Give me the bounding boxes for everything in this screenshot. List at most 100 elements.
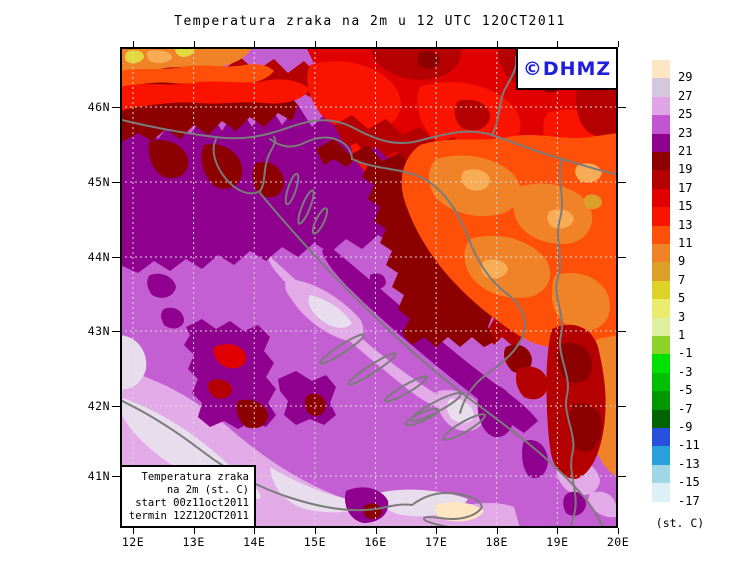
legend-value-label: 17 <box>678 180 693 195</box>
bosnia-goldenrod-speck <box>583 194 602 210</box>
border-east <box>555 158 577 528</box>
lon-label: 19E <box>546 535 569 549</box>
inland-dalmatia-blob <box>477 384 515 438</box>
legend-swatch <box>652 354 670 374</box>
lon-label: 12E <box>121 535 145 549</box>
legend-value-label: 15 <box>678 199 693 214</box>
legend-value-label: 5 <box>678 291 686 306</box>
lat-label: 46N <box>87 100 110 114</box>
legend-value-label: -7 <box>678 401 693 416</box>
legend-value-label: 23 <box>678 125 693 140</box>
legend-value-label: -5 <box>678 383 693 398</box>
legend-swatch <box>652 262 670 282</box>
island-outline-kvarner <box>284 172 300 206</box>
legend-value-label: 9 <box>678 254 686 269</box>
apennine-maroon-core2 <box>305 393 326 416</box>
lon-label: 13E <box>182 535 205 549</box>
lon-tick-bottom <box>618 528 619 534</box>
dhmz-logo-text: ©DHMZ <box>522 57 612 80</box>
lon-label: 14E <box>243 535 266 549</box>
legend-swatch <box>652 152 670 171</box>
legend-unit-label: (st. C) <box>655 516 705 530</box>
lat-tick-right <box>618 331 626 332</box>
legend-swatch <box>652 96 670 116</box>
lon-tick-bottom <box>254 528 256 534</box>
corner-light-orange-patch <box>146 50 172 64</box>
info-line-start: start 00z11oct2011 <box>135 497 249 509</box>
map-frame <box>120 47 618 528</box>
lat-tick-right <box>618 406 626 407</box>
temperature-map <box>120 47 618 528</box>
sea-cool-speck2 <box>161 307 184 329</box>
temp-fill-layer <box>120 47 618 528</box>
corner-yellow-spot2 <box>175 47 195 57</box>
apennine-red-core <box>213 344 247 369</box>
legend-value-label: 1 <box>678 328 686 342</box>
zadar-pale-core <box>308 295 352 328</box>
island-outline <box>347 352 397 386</box>
lon-tick-bottom <box>314 528 316 534</box>
forecast-info-box: Temperatura zraka na 2m (st. C) start 00… <box>120 465 256 528</box>
legend-value-label: 27 <box>678 88 693 103</box>
lon-tick-bottom <box>375 528 377 534</box>
lon-tick-top <box>496 41 498 47</box>
legend-swatch <box>652 78 670 98</box>
legend-value-label: 7 <box>678 272 686 287</box>
lon-tick-bottom <box>557 528 559 534</box>
lat-tick-right <box>618 107 626 108</box>
island-outline-kvarner <box>311 207 329 235</box>
info-line-level: na 2m (st. C) <box>166 484 249 496</box>
legend-value-label: 21 <box>678 144 693 158</box>
lat-label: 44N <box>87 250 110 264</box>
legend-value-label: -1 <box>678 346 693 361</box>
lat-label: 43N <box>87 324 110 338</box>
legend-swatch <box>652 409 670 429</box>
lon-tick-top <box>436 41 438 47</box>
bosnia-light-orange-spot <box>461 169 490 191</box>
info-line-termin: termin 12Z12OCT2011 <box>128 510 249 522</box>
border-slovenia-croatia <box>269 136 353 160</box>
legend-swatch <box>652 225 670 245</box>
legend-value-label: -13 <box>678 456 700 471</box>
bosnia-orange-patch4 <box>552 273 610 331</box>
legend-value-label: -9 <box>678 420 693 434</box>
legend-swatch <box>652 317 670 337</box>
lat-tick-left <box>112 476 120 477</box>
mid-sea-dot <box>370 273 386 290</box>
lat-label: 42N <box>87 399 110 413</box>
border-bosnia <box>351 158 526 414</box>
legend-swatch <box>652 170 670 190</box>
legend-swatch <box>652 280 670 300</box>
lon-label: 16E <box>364 535 387 549</box>
lat-label: 45N <box>87 175 110 189</box>
border-hungary <box>491 56 518 136</box>
legend-value-label: 25 <box>678 107 693 122</box>
dinarides-se-dark-red-blob <box>516 366 548 400</box>
legend-swatch <box>652 372 670 392</box>
lat-tick-right <box>618 182 626 183</box>
se-corner-blob <box>563 491 586 516</box>
legend-swatch <box>652 483 670 503</box>
alps-maroon-blob <box>148 139 189 179</box>
page-title: Temperatura zraka na 2m u 12 UTC 12OCT20… <box>174 14 566 29</box>
lon-tick-top <box>193 41 195 47</box>
coast-istria <box>212 136 277 195</box>
apennine-maroon-core <box>236 399 268 429</box>
country-borders <box>120 56 618 528</box>
apennine-dark-red-core <box>207 379 232 399</box>
lon-tick-top <box>314 41 316 47</box>
legend-value-label: -17 <box>678 493 700 508</box>
lat-tick-left <box>112 107 120 108</box>
legend-swatch <box>652 115 670 135</box>
lon-tick-bottom <box>436 528 438 534</box>
lon-tick-bottom <box>496 528 498 534</box>
gargano-cream-spot <box>434 502 484 522</box>
legend-value-label: 29 <box>678 70 693 85</box>
lat-tick-right <box>618 257 626 258</box>
lon-tick-bottom <box>193 528 195 534</box>
lon-tick-top <box>375 41 377 47</box>
lon-label: 15E <box>303 535 327 549</box>
legend-swatch <box>652 391 670 411</box>
info-line-product: Temperatura zraka <box>141 471 249 483</box>
lon-tick-top <box>618 41 619 47</box>
